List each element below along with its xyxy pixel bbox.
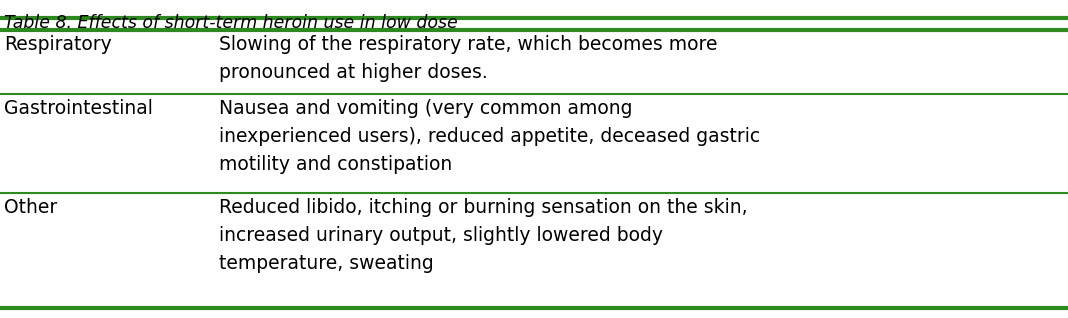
- Text: Slowing of the respiratory rate, which becomes more
pronounced at higher doses.: Slowing of the respiratory rate, which b…: [219, 35, 718, 82]
- Text: Reduced libido, itching or burning sensation on the skin,
increased urinary outp: Reduced libido, itching or burning sensa…: [219, 198, 748, 273]
- Text: Nausea and vomiting (very common among
inexperienced users), reduced appetite, d: Nausea and vomiting (very common among i…: [219, 99, 760, 174]
- Text: Gastrointestinal: Gastrointestinal: [4, 99, 153, 118]
- Text: Other: Other: [4, 198, 58, 217]
- Text: Table 8. Effects of short-term heroin use in low dose: Table 8. Effects of short-term heroin us…: [4, 14, 458, 32]
- Text: Respiratory: Respiratory: [4, 35, 112, 54]
